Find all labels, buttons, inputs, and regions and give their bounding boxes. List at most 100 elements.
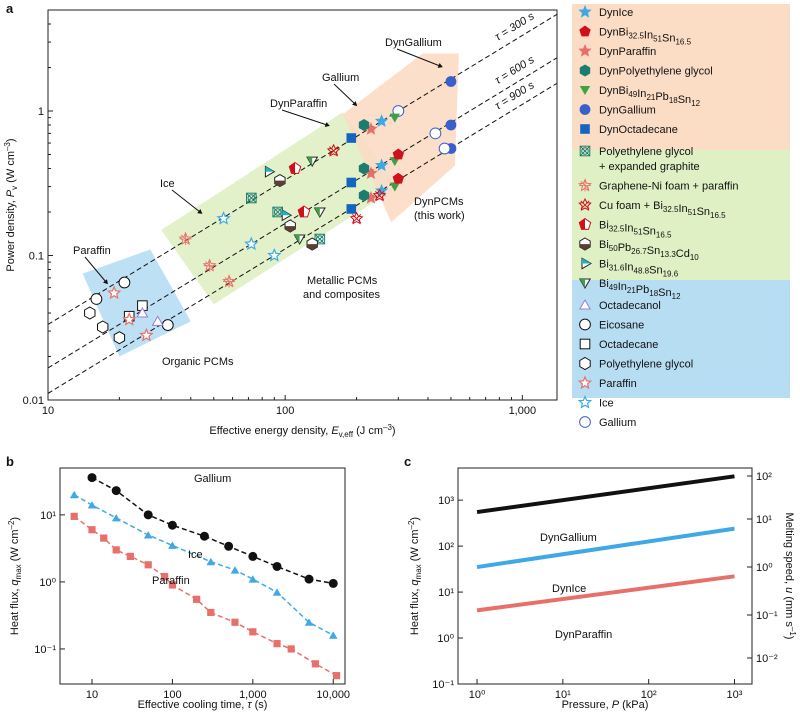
data-point bbox=[326, 143, 341, 157]
series-line bbox=[73, 515, 337, 677]
series-point bbox=[168, 581, 177, 589]
square-mark bbox=[346, 204, 357, 214]
circle-mark bbox=[247, 194, 256, 202]
circle-mark bbox=[167, 520, 177, 530]
legend-marker bbox=[578, 278, 592, 289]
triangle-mark bbox=[143, 531, 153, 539]
legend-marker bbox=[578, 217, 592, 230]
pentagon-mark bbox=[579, 25, 591, 37]
region-label-metallic: and composites bbox=[303, 289, 381, 301]
triangle-mark bbox=[389, 182, 400, 192]
square-mark bbox=[346, 133, 357, 143]
series-point bbox=[304, 574, 314, 584]
series-point bbox=[69, 490, 79, 499]
panel-c: c 10⁰ 10¹ 10² 10³ 10⁻¹ 10⁰ 10¹ 10² 10³ 10⁻² 10⁻¹ 10⁰… bbox=[404, 454, 797, 711]
legend-label: Gallium bbox=[599, 417, 636, 429]
y-tick-label: 10⁻¹ bbox=[432, 679, 454, 691]
series-line bbox=[91, 476, 334, 585]
panel-a-plot-area bbox=[48, 13, 557, 394]
legend-bg-dyn bbox=[572, 4, 790, 150]
star-mark bbox=[139, 327, 154, 342]
annotation-label: DynGallium bbox=[385, 37, 442, 49]
triangle-half-fill bbox=[294, 235, 300, 244]
triangle-half-fill bbox=[307, 157, 313, 167]
series-point bbox=[144, 561, 152, 569]
y-axis-label: Power density, Pv (W cm–3) bbox=[3, 138, 19, 271]
data-point bbox=[306, 237, 318, 251]
legend-label: Polyethylene glycol bbox=[599, 146, 693, 158]
triangle-mark bbox=[206, 557, 216, 566]
legend-bg-met bbox=[572, 150, 790, 280]
legend-label: Bi49In21Pb18Sn12 bbox=[599, 278, 681, 301]
data-point bbox=[346, 133, 357, 143]
series-point bbox=[167, 520, 177, 530]
x-tick-label: 100 bbox=[163, 689, 181, 701]
square-mark bbox=[126, 552, 134, 561]
square-mark bbox=[311, 660, 320, 668]
square-mark bbox=[144, 561, 152, 569]
series-point bbox=[249, 628, 257, 636]
legend-label: DynParaffin bbox=[599, 46, 656, 58]
cross-mark bbox=[352, 214, 362, 224]
circle-mark bbox=[445, 119, 457, 131]
series-label: Paraffin bbox=[152, 575, 190, 587]
square-mark bbox=[332, 672, 341, 680]
triangle-mark bbox=[329, 631, 338, 639]
series-point bbox=[87, 501, 97, 509]
circle-mark bbox=[87, 473, 97, 483]
panel-b-letter: b bbox=[6, 454, 14, 469]
hexagon-mark bbox=[358, 162, 370, 175]
data-point bbox=[392, 148, 404, 160]
legend-label: Ice bbox=[599, 398, 614, 410]
star-mark bbox=[349, 211, 364, 225]
series-point bbox=[328, 578, 338, 588]
star-mark bbox=[267, 247, 282, 262]
annotation-arrowhead bbox=[437, 63, 443, 68]
star-mark bbox=[326, 143, 341, 157]
legend-label: DynBi49In21Pb18Sn12 bbox=[599, 85, 701, 108]
y-right-axis-label: Melting speed, u (mm s–1) bbox=[783, 513, 797, 640]
square-mark bbox=[207, 608, 215, 617]
legend-label: DynGallium bbox=[599, 105, 656, 117]
legend-label: DynBi32.5In51Sn16.5 bbox=[599, 27, 692, 47]
data-point bbox=[445, 76, 457, 87]
data-point bbox=[216, 211, 231, 225]
hexagon-mark bbox=[84, 306, 96, 320]
data-point bbox=[246, 192, 257, 204]
hexagon-half-fill bbox=[284, 226, 296, 233]
square-mark bbox=[273, 640, 281, 648]
data-point bbox=[358, 162, 370, 175]
y-right-tick-label: 10⁻¹ bbox=[756, 610, 778, 622]
legend-marker bbox=[579, 237, 591, 251]
series-point bbox=[230, 566, 240, 574]
square-mark bbox=[579, 338, 591, 350]
panel-b-frame bbox=[59, 467, 346, 685]
data-point bbox=[281, 209, 293, 222]
legend-label: Paraffin bbox=[599, 378, 637, 390]
hexagon-half-fill bbox=[579, 244, 591, 250]
legend-marker bbox=[577, 375, 593, 390]
data-point bbox=[264, 165, 276, 178]
circle-mark bbox=[579, 318, 591, 331]
data-point bbox=[97, 320, 109, 334]
legend-label: Bi31.6In48.8Sn19.6 bbox=[599, 259, 679, 279]
square-mark bbox=[287, 645, 295, 653]
x-axis-label: Effective energy density, Ev,eff (J cm–3… bbox=[209, 423, 395, 439]
hexagon-mark bbox=[358, 189, 370, 202]
series-line bbox=[476, 474, 735, 515]
star-mark bbox=[374, 158, 389, 172]
panel-a-letter: a bbox=[6, 1, 14, 16]
panel-b: b 10 100 1,000 10,000 10⁻¹ 10⁰ 10¹ Gallium Ice Par… bbox=[6, 454, 350, 711]
y-tick-label: 0.01 bbox=[23, 395, 44, 407]
legend-marker bbox=[579, 25, 591, 37]
region-metallic bbox=[161, 112, 399, 305]
data-point bbox=[106, 285, 122, 300]
square-mark bbox=[100, 534, 108, 542]
data-point bbox=[358, 119, 370, 131]
triangle-mark bbox=[248, 575, 258, 583]
x-tick-label: 10³ bbox=[727, 689, 743, 701]
data-point bbox=[297, 205, 311, 218]
legend-marker bbox=[579, 64, 591, 77]
legend-marker bbox=[578, 4, 592, 18]
